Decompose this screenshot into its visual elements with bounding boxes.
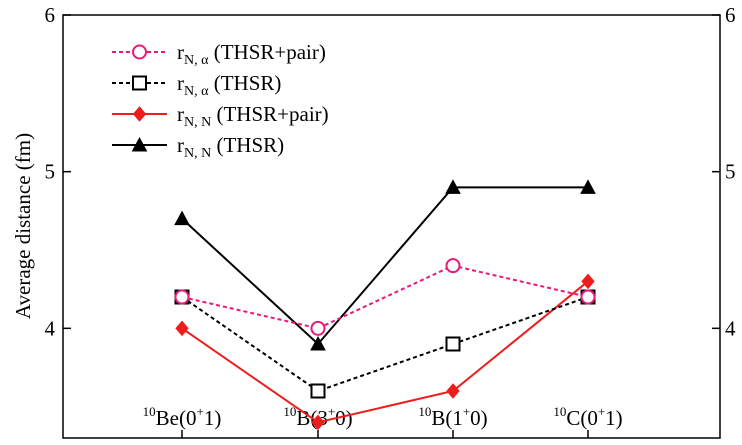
data-point xyxy=(580,289,596,305)
series-2 xyxy=(174,289,596,399)
legend-entry: rN, N (THSR+pair) xyxy=(112,102,329,130)
y-axis-title: Average distance (fm) xyxy=(11,133,35,319)
series-4 xyxy=(174,179,596,351)
legend-entry: rN, α (THSR+pair) xyxy=(112,40,326,68)
category-label: 10Be(0+1) xyxy=(143,404,222,430)
data-point xyxy=(174,210,190,226)
series-line xyxy=(181,264,589,330)
category-label: 10B(3+0) xyxy=(283,404,352,430)
legend-label: rN, N (THSR+pair) xyxy=(177,102,329,130)
legend-marker xyxy=(131,136,148,152)
data-point xyxy=(445,258,461,274)
legend-marker xyxy=(132,106,147,122)
axis-ticks: 4 4 5 5 6 6 xyxy=(45,3,736,438)
plot-frame xyxy=(62,14,721,439)
legend-marker xyxy=(132,75,147,91)
series-line xyxy=(181,296,589,393)
y-tick-label-left: 6 xyxy=(45,3,56,27)
data-point xyxy=(310,335,326,351)
data-point xyxy=(581,273,595,290)
series-1 xyxy=(174,258,596,336)
legend-label: rN, α (THSR+pair) xyxy=(177,40,326,68)
data-point xyxy=(445,179,461,194)
category-label: 10C(0+1) xyxy=(553,404,622,430)
series-line xyxy=(181,280,589,424)
data-point xyxy=(580,179,596,194)
y-tick-label-right: 4 xyxy=(725,316,736,340)
legend: rN, α (THSR+pair) rN, α (THSR) rN, N (THSR… xyxy=(112,40,329,161)
data-point xyxy=(310,320,326,336)
category-label: 10B(1+0) xyxy=(418,404,487,430)
legend-entry: rN, α (THSR) xyxy=(112,71,281,99)
data-point xyxy=(445,336,461,352)
category-labels: 10Be(0+1) 10B(3+0) 10B(1+0) 10C(0+1) xyxy=(143,404,623,430)
y-tick-label-right: 6 xyxy=(725,3,736,27)
y-tick-label-left: 5 xyxy=(45,160,56,184)
series-3 xyxy=(175,273,595,431)
y-tick-label-left: 4 xyxy=(45,316,56,340)
data-point xyxy=(311,414,325,431)
legend-label: rN, N (THSR) xyxy=(177,133,284,161)
data-point xyxy=(175,320,189,337)
y-tick-label-right: 5 xyxy=(725,160,736,184)
series-line xyxy=(181,186,588,346)
legend-entry: rN, N (THSR) xyxy=(112,133,284,161)
data-point xyxy=(310,383,326,399)
legend-marker xyxy=(132,44,147,60)
series-layer xyxy=(174,179,596,431)
data-point xyxy=(174,289,190,305)
data-point xyxy=(446,383,460,399)
legend-label: rN, α (THSR) xyxy=(177,71,281,99)
